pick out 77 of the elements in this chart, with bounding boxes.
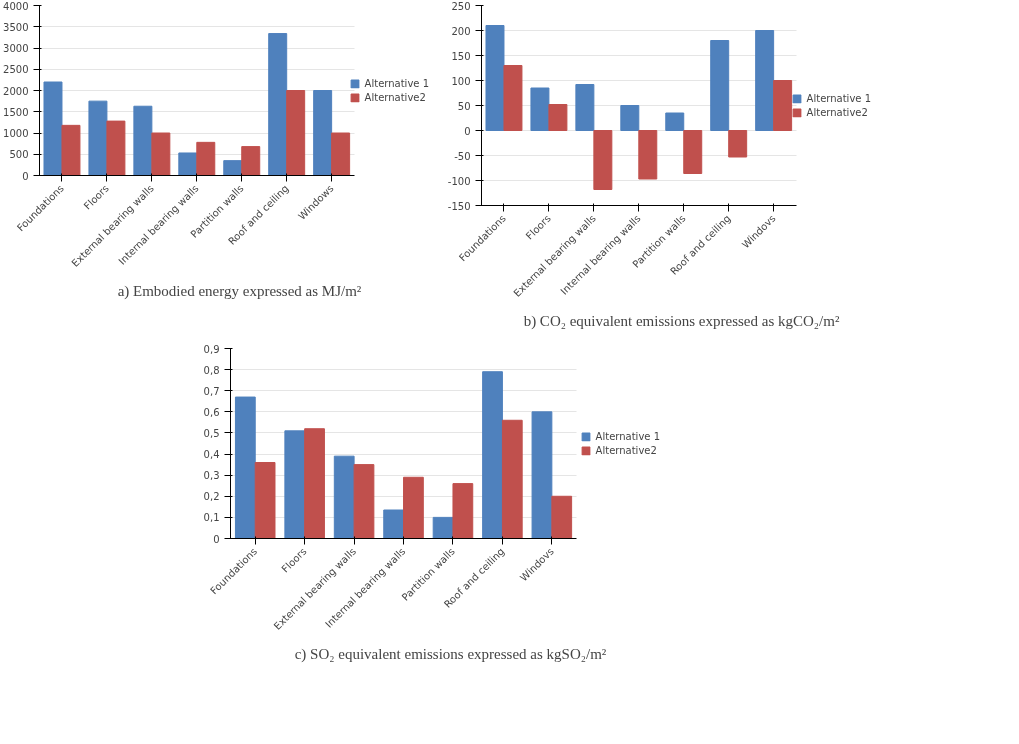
y-tick-label: -100 [447, 175, 471, 187]
y-tick-label: 1500 [3, 106, 29, 118]
text: c) SO₂ equivalent emissions expressed as kgSO₂/m² [294, 645, 607, 663]
bar [106, 120, 126, 176]
bar [710, 40, 730, 131]
legend-label: Alternative 1 [364, 77, 429, 89]
y-tick-label: 0,7 [203, 385, 220, 397]
bar [223, 160, 243, 176]
bar [196, 141, 216, 176]
bar [755, 30, 775, 131]
y-tick-label: 50 [457, 100, 471, 112]
bar [593, 130, 613, 190]
y-tick-label: 0,9 [203, 343, 220, 355]
bar [234, 396, 256, 539]
bar [241, 146, 261, 176]
bar [286, 90, 306, 176]
text: b) CO₂ equivalent emissions expressed as kgCO₂/m² [523, 312, 840, 330]
legend-label: Alternative 1 [806, 92, 871, 104]
y-tick-label: 0,4 [203, 449, 220, 461]
y-tick-label: 3000 [3, 43, 29, 54]
bar [88, 100, 108, 176]
bar [43, 81, 63, 176]
y-tick-label: 0,5 [203, 427, 220, 439]
bar [452, 483, 474, 539]
bar [531, 411, 553, 539]
y-tick-label: 0,2 [203, 491, 220, 503]
bar [254, 462, 276, 539]
y-tick-label: 0 [464, 125, 471, 137]
y-tick-label: -150 [447, 200, 471, 212]
y-tick-label: 500 [9, 149, 29, 161]
bar [548, 104, 568, 131]
bar [482, 371, 503, 539]
bar [403, 476, 424, 539]
y-tick-label: 2000 [3, 85, 29, 97]
bar [665, 112, 685, 131]
bar [133, 105, 153, 176]
y-tick-label: 2500 [3, 64, 29, 76]
y-tick-label: 1000 [3, 128, 29, 139]
y-tick-label: 0,3 [203, 470, 220, 482]
y-tick-label: 0,8 [203, 364, 220, 376]
bar [178, 152, 198, 176]
bar [620, 105, 640, 131]
legend-label: Alternative2 [364, 91, 426, 103]
bar [503, 65, 523, 131]
bar [551, 495, 573, 539]
y-tick-label: -50 [454, 150, 471, 162]
bar [638, 130, 658, 180]
text: a) Embodied energy expressed as MJ/m² [117, 282, 362, 300]
bar [501, 419, 523, 539]
bar [530, 87, 550, 131]
bar [575, 84, 595, 131]
y-tick-label: 3500 [3, 21, 29, 33]
bar [284, 430, 306, 539]
bar [268, 33, 288, 176]
bar [683, 130, 703, 174]
bar [313, 90, 333, 176]
bar [353, 464, 375, 539]
bar [383, 509, 405, 539]
bar [331, 132, 351, 176]
y-tick-label: 150 [451, 50, 471, 62]
y-tick-label: 0 [213, 533, 220, 545]
bar [151, 132, 171, 176]
bar [728, 130, 748, 158]
y-tick-label: 0 [22, 170, 29, 182]
bar [61, 124, 81, 176]
legend-label: Alternative2 [806, 106, 868, 118]
y-tick-label: 0,1 [203, 512, 220, 524]
y-tick-label: 200 [451, 25, 471, 37]
y-tick-label: 0,6 [203, 406, 220, 418]
bar [304, 428, 325, 539]
bar [485, 25, 505, 131]
legend-label: Alternative 1 [595, 430, 660, 442]
y-tick-label: 100 [451, 75, 471, 87]
legend-label: Alternative2 [595, 444, 657, 456]
y-tick-label: 4000 [3, 0, 29, 12]
y-tick-label: 250 [451, 0, 471, 12]
bar [333, 455, 355, 539]
